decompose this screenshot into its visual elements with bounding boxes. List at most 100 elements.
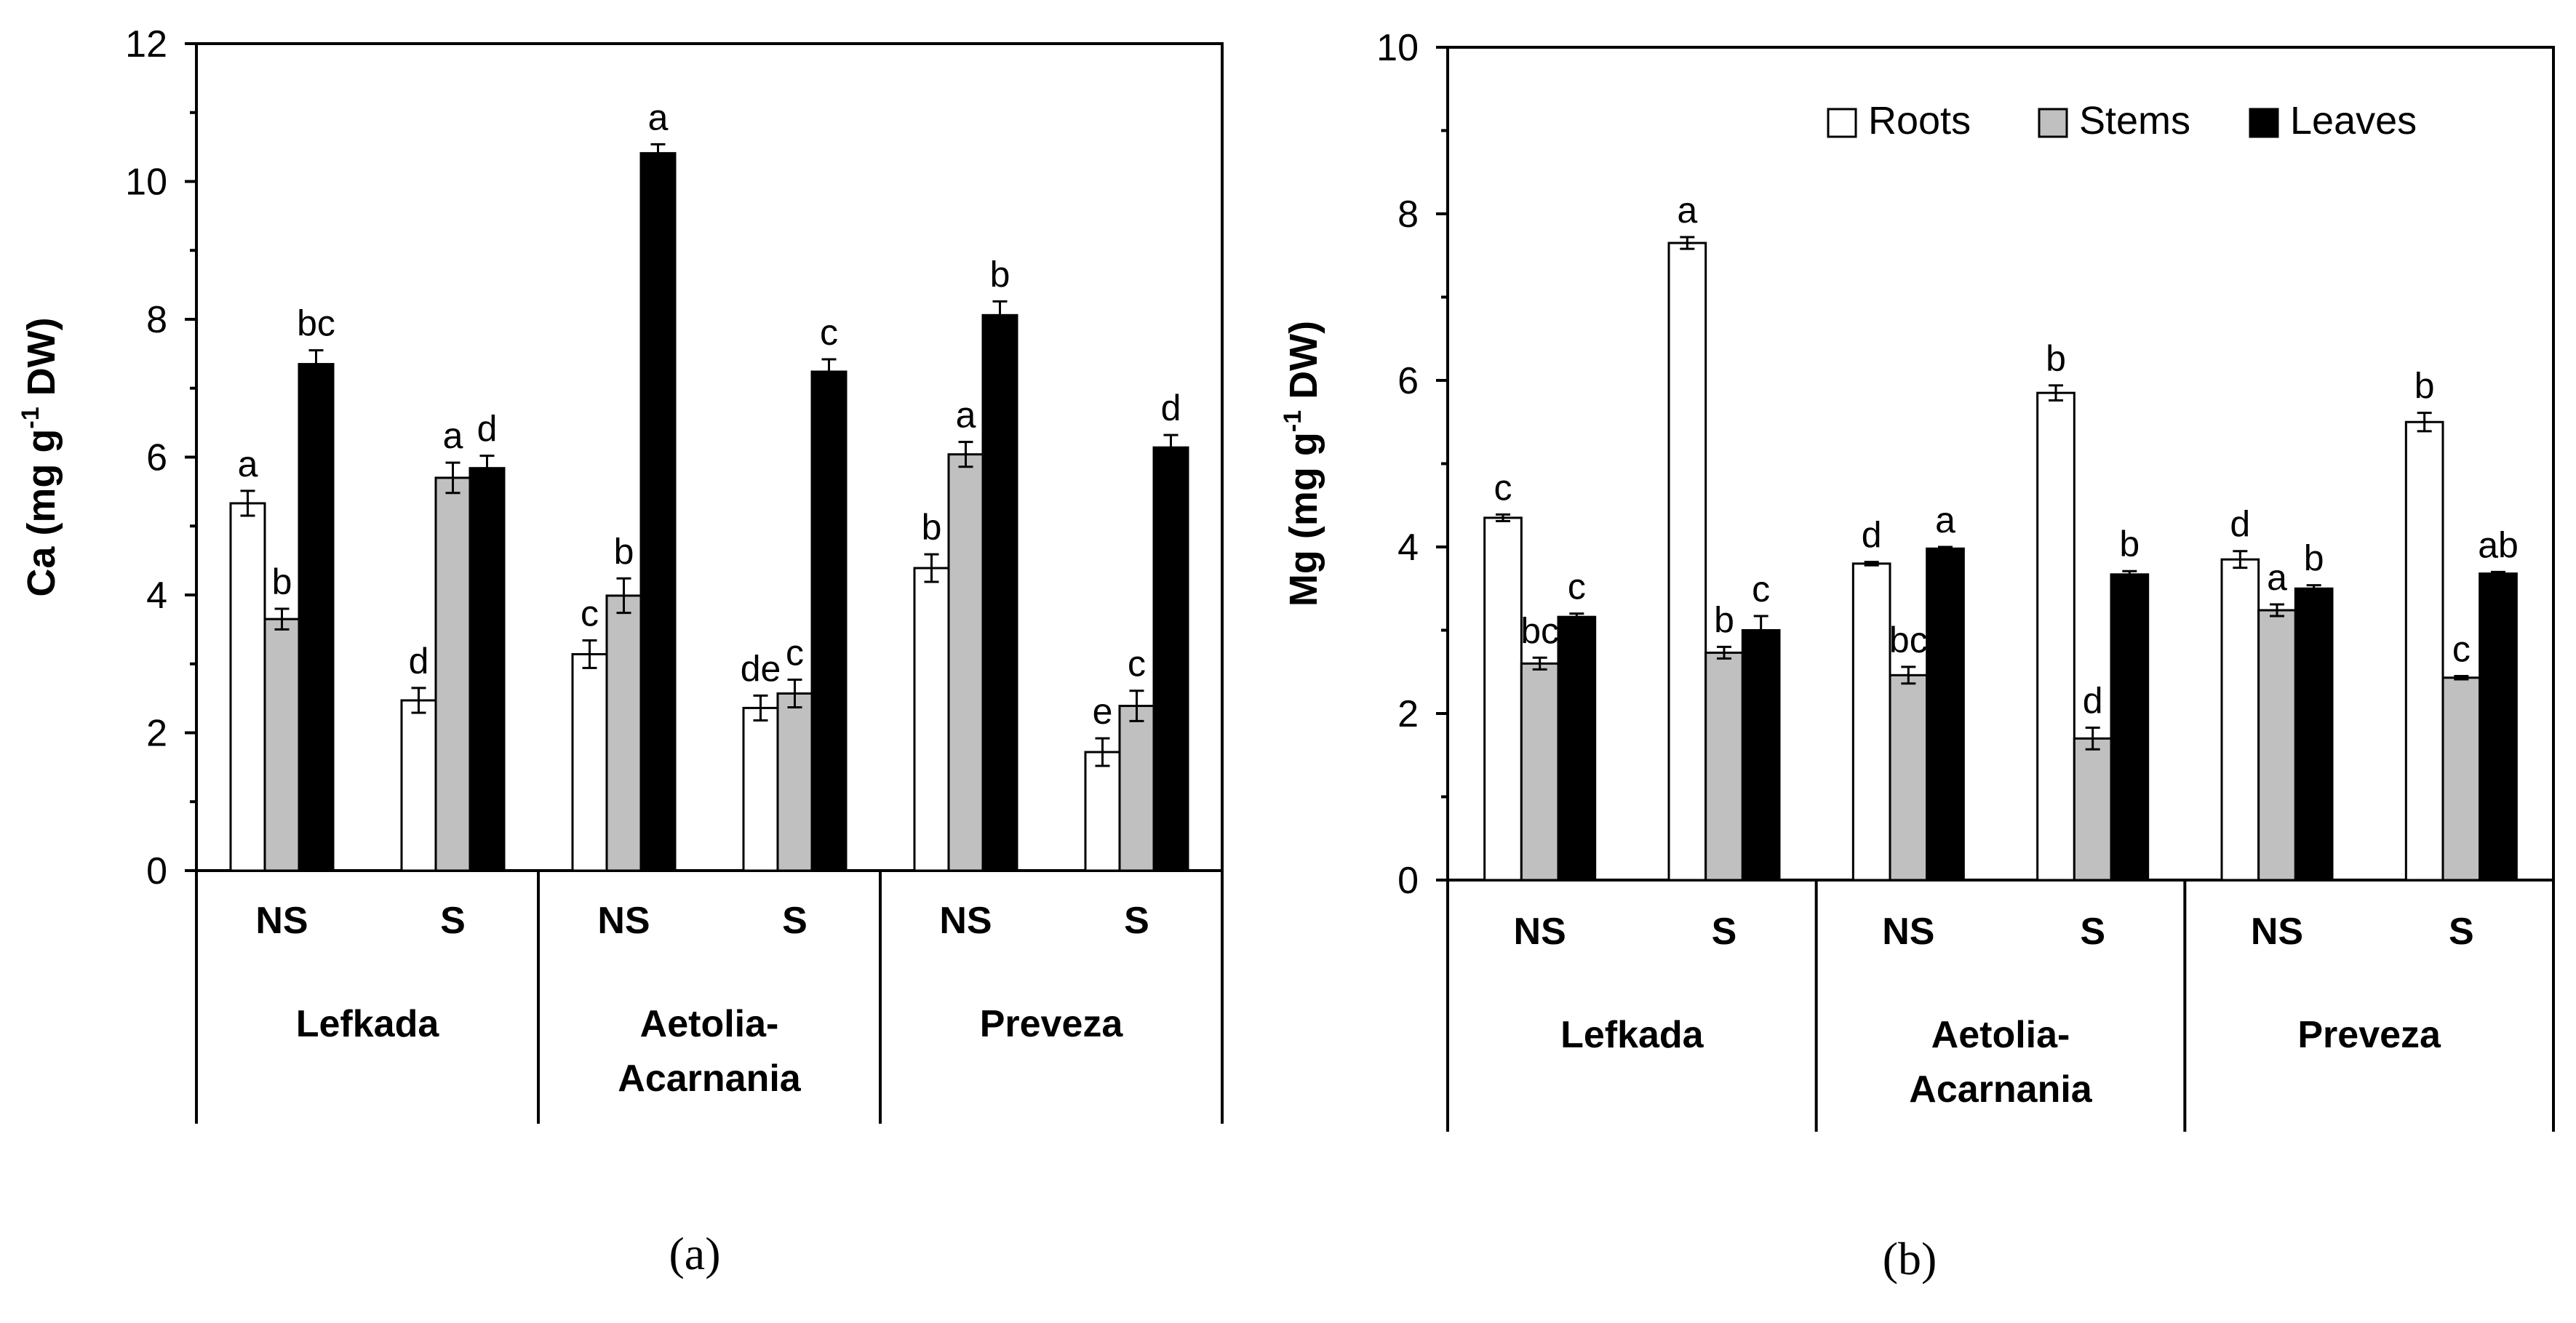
treatment-label: NS (2251, 911, 2303, 953)
treatment-label: NS (255, 900, 308, 942)
bar-roots (2036, 391, 2075, 882)
bar-leaves (639, 152, 677, 872)
legend-swatch-roots (1827, 108, 1857, 138)
significance-letter: d (1862, 515, 1882, 556)
bar-leaves (1557, 615, 1597, 882)
significance-letter: a (2267, 557, 2287, 598)
significance-letter: b (990, 254, 1010, 295)
significance-letter: c (1494, 467, 1512, 508)
region-label: Preveza (980, 1003, 1124, 1045)
treatment-label: S (2080, 911, 2105, 953)
region-label: Aetolia- (1931, 1014, 2070, 1056)
significance-letter: b (2414, 366, 2435, 407)
y-axis-title-sup: -1 (1279, 410, 1307, 432)
bar-stems (434, 476, 471, 872)
bar-stems (947, 453, 984, 872)
significance-letter: c (2452, 628, 2471, 669)
significance-letter: c (581, 593, 599, 634)
significance-letter: a (443, 415, 463, 456)
bar-roots (2404, 420, 2444, 882)
panel-label: (b) (1883, 1233, 1937, 1284)
legend-label: Stems (2079, 99, 2190, 143)
significance-letter: a (238, 444, 258, 484)
significance-letter: b (1714, 599, 1734, 640)
y-tick-label: 6 (146, 437, 167, 479)
bar-leaves (810, 370, 848, 872)
legend-label: Roots (1868, 99, 1971, 143)
y-axis-title-sup: -1 (17, 407, 44, 428)
bar-leaves (2110, 573, 2150, 882)
bar-stems (1889, 674, 1929, 882)
bar-roots (2220, 558, 2260, 882)
significance-letter: a (956, 395, 976, 436)
significance-letter: b (2304, 538, 2324, 579)
region-label: Preveza (2297, 1014, 2441, 1056)
treatment-label: S (2449, 911, 2474, 953)
bar-leaves (1152, 446, 1189, 872)
significance-letter: e (1093, 691, 1113, 732)
bar-leaves (298, 363, 335, 872)
panel-label: (a) (669, 1228, 720, 1279)
plot-frame (1446, 46, 2555, 882)
region-label-line2: Acarnania (1909, 1068, 2093, 1111)
bar-roots (1084, 751, 1121, 872)
bar-leaves (468, 467, 506, 872)
bar-stems (605, 594, 642, 872)
y-axis-title-main: Ca (mg g (20, 429, 63, 597)
plot-frame (195, 42, 1224, 872)
bar-stems (263, 617, 300, 872)
bar-stems (2257, 609, 2297, 882)
y-axis-title: Ca (mg g-1 DW) (17, 317, 63, 596)
bar-roots (1667, 241, 1707, 882)
bar-stems (776, 692, 813, 872)
region-label: Aetolia- (640, 1003, 779, 1045)
y-axis-title-tail: DW) (20, 317, 63, 407)
bar-leaves (1926, 547, 1965, 882)
significance-letter: b (2046, 338, 2066, 379)
bar-roots (913, 567, 950, 872)
bar-roots (742, 706, 779, 872)
significance-letter: c (1568, 567, 1586, 607)
significance-letter: d (409, 641, 429, 682)
significance-letter: bc (1520, 610, 1559, 651)
bar-roots (229, 502, 266, 872)
significance-letter: a (1935, 500, 1955, 540)
y-tick-label: 10 (1376, 27, 1419, 69)
legend-label: Leaves (2290, 99, 2417, 143)
significance-letter: ab (2478, 524, 2519, 565)
treatment-label: NS (1882, 911, 1934, 953)
bar-leaves (2294, 587, 2334, 882)
y-tick-label: 8 (1397, 193, 1419, 236)
significance-letter: a (1677, 190, 1697, 231)
y-axis-title: Mg (mg g-1 DW) (1279, 321, 1325, 607)
region-label-line2: Acarnania (618, 1058, 802, 1100)
bar-roots (1851, 562, 1891, 882)
significance-letter: b (922, 507, 942, 548)
bar-stems (1704, 651, 1744, 882)
y-tick-label: 4 (146, 575, 167, 617)
bar-stems (2441, 676, 2481, 882)
significance-letter: a (648, 97, 669, 137)
y-tick-label: 2 (146, 713, 167, 755)
legend-swatch-leaves (2249, 108, 2279, 138)
y-tick-label: 0 (146, 850, 167, 892)
y-tick-label: 6 (1397, 360, 1419, 402)
treatment-label: S (440, 900, 466, 942)
bar-stems (1520, 662, 1560, 882)
y-tick-label: 2 (1397, 693, 1419, 735)
treatment-label: NS (597, 900, 650, 942)
y-axis-title-main: Mg (mg g (1282, 432, 1325, 607)
treatment-label: NS (1514, 911, 1566, 953)
treatment-label: S (782, 900, 808, 942)
y-tick-label: 4 (1397, 527, 1419, 569)
y-tick-label: 12 (125, 23, 167, 65)
bar-leaves (981, 313, 1018, 872)
bar-leaves (2479, 572, 2518, 882)
significance-letter: d (2230, 504, 2250, 545)
legend-swatch-stems (2038, 108, 2068, 138)
significance-letter: c (820, 312, 838, 353)
y-tick-label: 10 (125, 161, 167, 204)
